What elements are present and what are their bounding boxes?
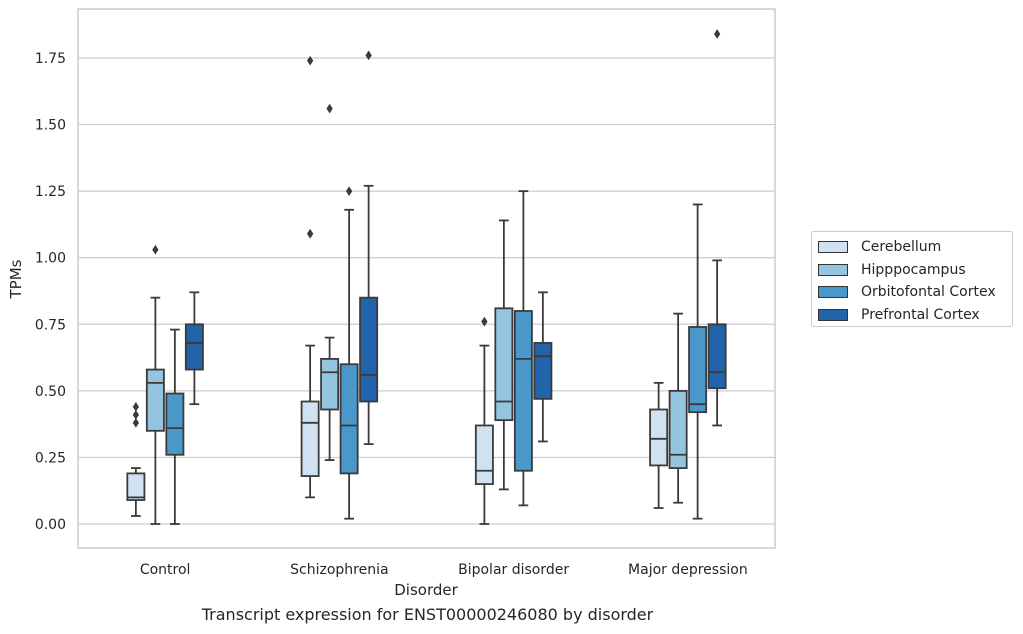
box-body xyxy=(668,389,688,469)
box-3-2 xyxy=(533,291,553,443)
legend-item-orbitofrontal: Orbitofontal Cortex xyxy=(818,281,1012,304)
box-body xyxy=(513,310,533,472)
box-1-0 xyxy=(145,244,165,525)
legend-swatch-prefrontal xyxy=(818,309,848,322)
legend-swatch-orbitofrontal xyxy=(818,286,848,299)
x-axis-ticks: Control Schizophrenia Bipolar disorder Majo… xyxy=(140,562,748,578)
outlier-point xyxy=(481,316,488,327)
legend-label-orbitofrontal: Orbitofontal Cortex xyxy=(861,284,996,301)
y-axis-label: TPMs xyxy=(7,259,25,299)
box-body xyxy=(707,323,727,390)
outlier-point xyxy=(152,244,159,255)
legend-swatch-hippocampus xyxy=(818,263,848,276)
box-0-0 xyxy=(126,402,146,517)
x-tick-label: Schizophrenia xyxy=(290,562,388,578)
outlier-point xyxy=(306,55,314,66)
outlier-point xyxy=(713,29,721,39)
y-tick-label: 0.50 xyxy=(35,384,66,400)
box-0-1 xyxy=(300,55,320,499)
plot-area-frame xyxy=(77,8,776,549)
x-tick-label: Bipolar disorder xyxy=(458,562,569,578)
legend-item-hippocampus: Hipppocampus xyxy=(818,259,1012,282)
y-tick-label: 1.25 xyxy=(35,184,66,200)
outlier-point xyxy=(132,409,140,420)
box-body xyxy=(339,363,359,475)
chart-caption: Transcript expression for ENST0000024608… xyxy=(201,605,654,624)
outlier-point xyxy=(365,50,372,61)
box-1-1 xyxy=(320,103,340,461)
box-3-0 xyxy=(184,291,204,406)
legend-label-prefrontal: Prefrontal Cortex xyxy=(861,307,980,324)
box-plot-boxes xyxy=(126,29,727,525)
box-1-3 xyxy=(668,312,688,504)
x-axis-label: Disorder xyxy=(394,581,458,599)
box-body xyxy=(494,307,514,422)
box-body xyxy=(649,408,669,467)
box-1-2 xyxy=(494,219,514,491)
y-tick-label: 0.00 xyxy=(35,517,66,533)
outlier-point xyxy=(345,186,353,196)
legend-item-prefrontal: Prefrontal Cortex xyxy=(818,304,1012,327)
box-body xyxy=(300,400,320,477)
box-body xyxy=(126,472,146,501)
box-2-1 xyxy=(339,186,359,520)
x-tick-label: Major depression xyxy=(628,562,748,578)
outlier-point xyxy=(326,103,333,114)
box-body xyxy=(184,323,204,371)
y-tick-label: 0.25 xyxy=(35,450,66,466)
box-0-2 xyxy=(474,316,494,525)
box-body xyxy=(533,342,553,400)
box-2-3 xyxy=(688,203,708,520)
outlier-point xyxy=(306,228,314,239)
y-axis-ticks: 0.00 0.25 0.50 0.75 1.00 1.25 1.50 1.75 xyxy=(35,51,66,533)
box-body xyxy=(320,358,340,411)
outlier-point xyxy=(132,417,140,428)
legend-label-hippocampus: Hipppocampus xyxy=(861,261,966,278)
y-tick-label: 1.75 xyxy=(35,51,66,67)
y-tick-label: 0.75 xyxy=(35,317,66,333)
legend-label-cerebellum: Cerebellum xyxy=(861,239,942,256)
legend-swatch-cerebellum xyxy=(818,241,848,254)
box-2-0 xyxy=(165,328,185,525)
outlier-point xyxy=(132,402,140,412)
box-0-3 xyxy=(649,381,669,509)
legend-item-cerebellum: Cerebellum xyxy=(818,236,1012,259)
y-tick-label: 1.50 xyxy=(35,118,66,134)
box-body xyxy=(474,424,494,485)
box-3-3 xyxy=(707,29,727,427)
box-body xyxy=(688,326,708,414)
box-2-2 xyxy=(513,190,533,507)
legend: Cerebellum Hipppocampus Orbitofontal Cor… xyxy=(811,231,1013,327)
box-body xyxy=(165,392,185,456)
box-body xyxy=(359,296,379,403)
y-tick-label: 1.00 xyxy=(35,251,66,267)
box-3-1 xyxy=(359,50,379,446)
x-tick-label: Control xyxy=(140,562,191,578)
box-body xyxy=(145,368,165,432)
